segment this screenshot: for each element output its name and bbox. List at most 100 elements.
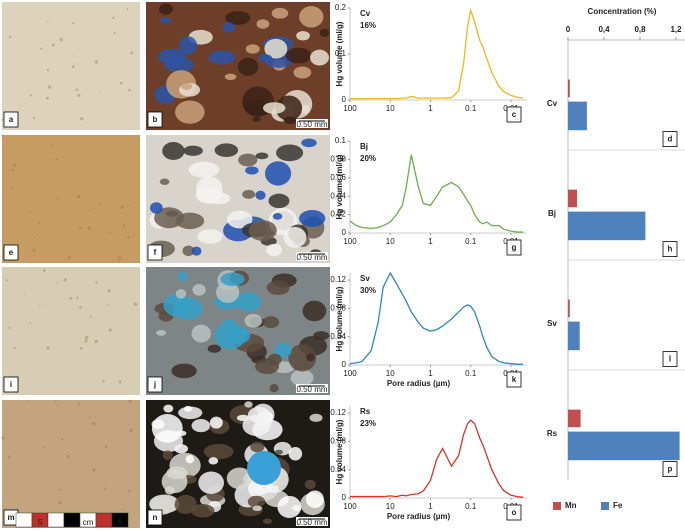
panel-label-box	[3, 376, 19, 393]
x-tick-label: 1	[428, 369, 433, 378]
y-tick-label: 0.12	[330, 408, 346, 417]
texture	[38, 221, 41, 225]
data-line	[350, 7, 524, 100]
ruler-segment	[63, 512, 81, 528]
texture	[283, 226, 307, 248]
texture	[42, 446, 45, 449]
texture	[255, 190, 266, 200]
x-tick-label: 100	[343, 502, 357, 511]
texture	[214, 322, 246, 350]
texture	[290, 369, 314, 387]
x-tick-label: 10	[386, 369, 395, 378]
texture	[56, 404, 59, 407]
texture	[302, 300, 327, 322]
ruler-segment	[47, 512, 65, 528]
texture	[92, 468, 96, 472]
texture	[120, 205, 124, 209]
texture	[266, 280, 290, 295]
texture	[319, 28, 330, 37]
texture	[76, 296, 79, 299]
texture	[126, 7, 129, 11]
y-tick-label: 0	[342, 228, 347, 237]
x-tick-label: 0.1	[465, 104, 477, 113]
texture	[250, 441, 265, 453]
texture	[252, 505, 263, 512]
texture	[174, 494, 197, 515]
texture	[128, 88, 131, 92]
texture	[66, 455, 70, 459]
texture	[258, 54, 273, 62]
x-tick-label: 100	[343, 237, 357, 246]
texture	[274, 449, 283, 455]
texture	[29, 94, 33, 97]
x-axis-label: Pore radius (µm)	[387, 379, 451, 388]
texture	[63, 278, 67, 282]
texture	[8, 326, 11, 329]
texture	[276, 144, 304, 162]
x-tick-label: 0.1	[465, 237, 477, 246]
scale-bar-box	[296, 119, 328, 128]
texture	[56, 282, 58, 284]
y-tick-label: 0.08	[330, 155, 346, 164]
texture	[84, 339, 88, 343]
texture	[248, 220, 277, 241]
ruler-label: S	[37, 518, 42, 527]
texture	[29, 322, 31, 324]
legend-swatch	[553, 502, 561, 510]
ruler-segment	[15, 512, 33, 528]
texture	[183, 145, 203, 156]
texture	[129, 428, 133, 433]
texture	[92, 207, 95, 210]
category-label: Rs	[547, 429, 558, 438]
texture	[71, 65, 75, 69]
texture	[225, 10, 251, 25]
x-tick-label: 0.1	[465, 502, 477, 511]
texture	[122, 224, 126, 228]
panel-label-box	[506, 371, 522, 388]
texture	[264, 38, 288, 59]
texture	[244, 313, 263, 328]
photo	[2, 2, 140, 130]
texture	[119, 81, 123, 85]
texture	[208, 50, 236, 65]
texture	[59, 38, 63, 42]
scale-label: 0.50 mm	[296, 385, 327, 394]
texture	[46, 68, 50, 72]
panel-label-box	[506, 106, 522, 123]
texture	[85, 335, 89, 340]
texture	[104, 445, 108, 448]
texture	[267, 353, 282, 366]
texture	[277, 495, 302, 518]
texture	[79, 117, 84, 121]
texture	[126, 236, 130, 239]
texture	[175, 212, 205, 230]
x-tick-label: 100	[343, 104, 357, 113]
scale-label: 0.50 mm	[296, 518, 327, 527]
y-tick-label: 0.12	[330, 275, 346, 284]
texture	[75, 88, 79, 91]
texture	[133, 302, 138, 306]
chart-subtitle: 30%	[360, 286, 376, 295]
y-tick-label: 0.04	[330, 465, 346, 474]
texture	[71, 22, 75, 25]
texture	[128, 399, 132, 404]
texture	[42, 269, 46, 273]
texture	[238, 153, 258, 167]
texture	[173, 297, 203, 321]
texture	[272, 212, 283, 220]
texture	[12, 163, 17, 167]
category-label: Bj	[548, 209, 556, 218]
legend-label: Mn	[565, 501, 577, 510]
texture	[191, 419, 211, 433]
texture	[209, 416, 223, 429]
panel-label: g	[512, 243, 517, 252]
texture	[226, 210, 253, 229]
texture	[11, 186, 14, 189]
x-tick-label: 0.1	[465, 369, 477, 378]
texture	[103, 487, 107, 490]
panel-label: n	[153, 513, 158, 522]
texture	[108, 328, 112, 332]
texture	[107, 289, 111, 293]
chart-title: Concentration (%)	[588, 7, 657, 16]
